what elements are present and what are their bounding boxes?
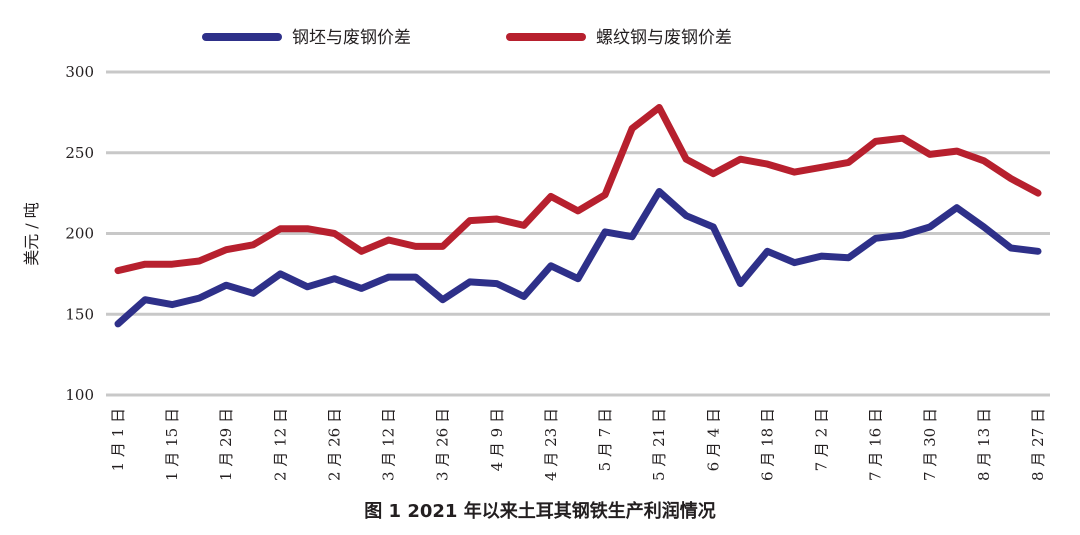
- x-tick-label: 1 月 29 日: [217, 408, 235, 481]
- y-tick-label: 250: [65, 144, 94, 162]
- figure-caption: 图 1 2021 年以来土耳其钢铁生产利润情况: [364, 501, 716, 522]
- y-tick-label: 100: [65, 386, 94, 404]
- x-tick-label: 6 月 4 日: [704, 408, 722, 471]
- y-axis-label: 美元 / 吨: [22, 202, 41, 266]
- x-tick-label: 6 月 18 日: [758, 408, 776, 481]
- x-tick-label: 8 月 27 日: [1029, 408, 1047, 481]
- x-tick-label: 7 月 2 日: [813, 408, 831, 471]
- x-tick-label: 2 月 26 日: [325, 408, 343, 481]
- x-tick-label: 4 月 9 日: [488, 408, 506, 471]
- y-axis-ticks: 100 150 200 250 300: [65, 63, 94, 404]
- legend-label-rebar: 螺纹钢与废钢价差: [596, 28, 732, 48]
- y-tick-label: 150: [65, 305, 94, 323]
- x-tick-label: 2 月 12 日: [271, 408, 289, 481]
- x-tick-label: 4 月 23 日: [542, 408, 560, 481]
- x-axis-ticks: 1 月 1 日 1 月 15 日 1 月 29 日 2 月 12 日 2 月 26 日 3…: [109, 408, 1047, 481]
- series-line-billet: [114, 188, 1042, 328]
- y-tick-label: 300: [65, 63, 94, 81]
- x-tick-label: 5 月 7 日: [596, 408, 614, 471]
- x-tick-label: 1 月 15 日: [163, 408, 181, 481]
- x-tick-label: 1 月 1 日: [109, 408, 127, 471]
- series-lines: [114, 104, 1042, 328]
- x-tick-label: 5 月 21 日: [650, 408, 668, 481]
- x-tick-label: 7 月 30 日: [921, 408, 939, 481]
- legend-label-billet: 钢坯与废钢价差: [292, 28, 411, 48]
- x-tick-label: 3 月 12 日: [380, 408, 398, 481]
- x-tick-label: 3 月 26 日: [434, 408, 452, 481]
- series-line-rebar: [114, 104, 1042, 275]
- gridlines: [106, 70, 1050, 397]
- y-tick-label: 200: [65, 225, 94, 243]
- x-tick-label: 7 月 16 日: [867, 408, 885, 481]
- x-tick-label: 8 月 13 日: [975, 408, 993, 481]
- legend: 钢坯与废钢价差 螺纹钢与废钢价差: [202, 28, 732, 48]
